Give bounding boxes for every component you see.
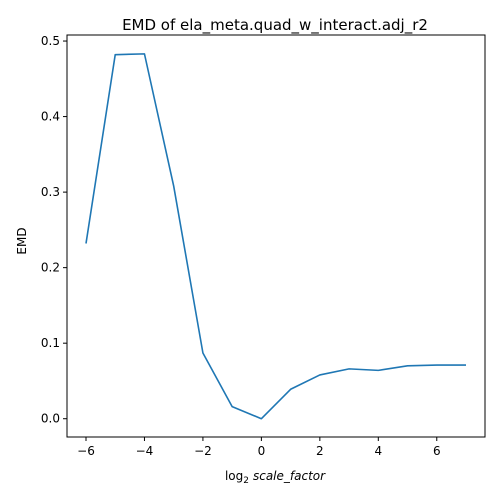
y-tick-label: 0.4 [41, 110, 60, 124]
data-point [143, 53, 145, 55]
chart-title: EMD of ela_meta.quad_w_interact.adj_r2 [122, 16, 428, 35]
y-tick-label: 0.5 [41, 34, 60, 48]
y-axis-label: EMD [15, 227, 29, 254]
x-tick-label: −4 [136, 444, 154, 458]
x-axis-label: log2 scale_factor [225, 469, 326, 486]
data-point [114, 53, 116, 55]
data-point [465, 364, 467, 366]
data-point [172, 185, 174, 187]
y-tick-label: 0.1 [41, 336, 60, 350]
data-point [319, 374, 321, 376]
data-point [202, 352, 204, 354]
axes-frame [66, 34, 486, 438]
x-tick-label: −2 [194, 444, 212, 458]
x-axis-ticks: −6 −4 −2 0 2 4 6 [77, 437, 441, 458]
data-point [406, 365, 408, 367]
data-point [85, 242, 87, 244]
data-point [436, 364, 438, 366]
data-point [260, 418, 262, 420]
series-line-0 [85, 53, 466, 420]
x-tick-label: 4 [374, 444, 382, 458]
x-tick-label: 6 [433, 444, 441, 458]
data-point [377, 369, 379, 371]
plot-area [66, 34, 486, 438]
x-tick-label: −6 [77, 444, 95, 458]
y-tick-label: 0.0 [41, 412, 60, 426]
x-tick-label: 0 [258, 444, 266, 458]
x-axis-label-base: 2 [243, 476, 249, 486]
x-axis-label-variable: scale_factor [253, 469, 326, 483]
y-axis-ticks: 0.0 0.1 0.2 0.3 0.4 0.5 [41, 34, 67, 426]
data-point [289, 388, 291, 390]
y-tick-label: 0.2 [41, 261, 60, 275]
data-point [231, 405, 233, 407]
y-tick-label: 0.3 [41, 185, 60, 199]
x-tick-label: 2 [316, 444, 324, 458]
data-point [348, 368, 350, 370]
x-axis-label-log: log [225, 469, 243, 483]
